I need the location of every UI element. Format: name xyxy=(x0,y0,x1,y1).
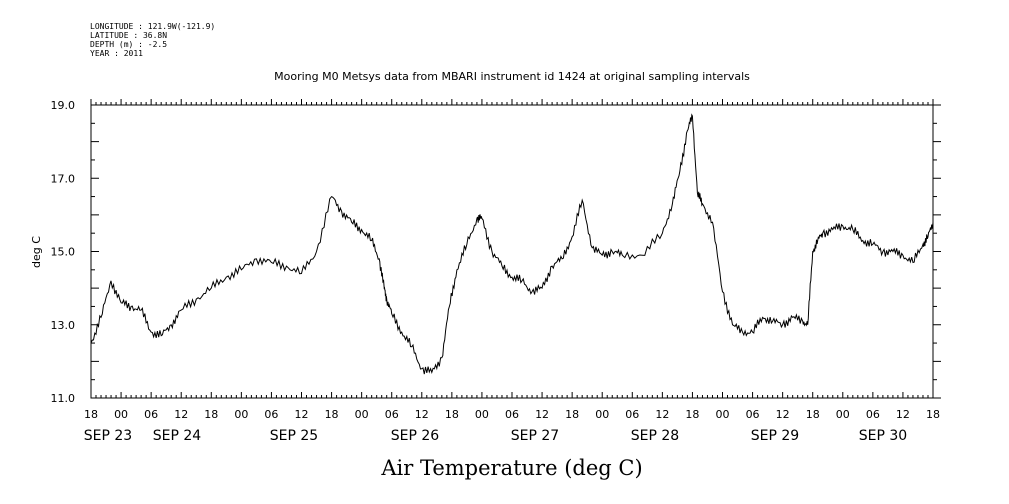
axis-ticks xyxy=(90,99,941,399)
x-tick-label: 18 xyxy=(926,408,940,421)
chart-title: Mooring M0 Metsys data from MBARI instru… xyxy=(274,70,750,83)
date-label: SEP 25 xyxy=(270,428,318,444)
y-tick-label: 11.0 xyxy=(51,392,76,405)
x-tick-label: 00 xyxy=(234,408,248,421)
x-tick-label: 12 xyxy=(776,408,790,421)
date-label: SEP 29 xyxy=(751,428,799,444)
y-tick-label: 19.0 xyxy=(51,99,76,112)
x-tick-label: 18 xyxy=(685,408,699,421)
x-tick-label: 06 xyxy=(144,408,158,421)
y-tick-label: 13.0 xyxy=(51,319,76,332)
y-tick-labels: 11.0 13.0 15.0 17.0 19.0 xyxy=(51,99,76,405)
x-tick-label: 18 xyxy=(84,408,98,421)
x-tick-label: 12 xyxy=(295,408,309,421)
x-tick-label: 18 xyxy=(325,408,339,421)
x-tick-label: 12 xyxy=(174,408,188,421)
x-tick-label: 00 xyxy=(716,408,730,421)
temperature-series-line xyxy=(90,113,934,375)
x-tick-label: 06 xyxy=(264,408,278,421)
metadata-block: LONGITUDE : 121.9W(-121.9) LATITUDE : 36… xyxy=(90,22,215,58)
x-tick-label: 00 xyxy=(355,408,369,421)
date-label: SEP 28 xyxy=(631,428,679,444)
x-tick-label: 00 xyxy=(475,408,489,421)
x-tick-label: 18 xyxy=(806,408,820,421)
y-tick-label: 15.0 xyxy=(51,246,76,259)
latitude-label: LATITUDE : 36.8N xyxy=(90,31,167,40)
x-tick-label: 00 xyxy=(114,408,128,421)
date-labels: SEP 23 SEP 24 SEP 25 SEP 26 SEP 27 SEP 28 SEP … xyxy=(84,428,907,444)
x-axis-label: Air Temperature (deg C) xyxy=(380,456,642,480)
plot-frame xyxy=(90,104,934,399)
longitude-label: LONGITUDE : 121.9W(-121.9) xyxy=(90,22,215,31)
x-tick-label: 06 xyxy=(505,408,519,421)
x-tick-label: 06 xyxy=(385,408,399,421)
year-label: YEAR : 2011 xyxy=(90,49,143,58)
x-tick-label: 12 xyxy=(535,408,549,421)
date-label: SEP 30 xyxy=(859,428,907,444)
y-axis-label: deg C xyxy=(30,236,43,268)
x-tick-label: 12 xyxy=(655,408,669,421)
x-tick-label: 12 xyxy=(896,408,910,421)
date-label: SEP 24 xyxy=(153,428,202,444)
x-tick-labels: 18 00 06 12 18 00 06 12 18 00 06 12 18 00 06 12 18 00 06 12… xyxy=(84,408,940,421)
y-tick-label: 17.0 xyxy=(51,172,76,185)
x-tick-label: 12 xyxy=(415,408,429,421)
x-tick-label: 06 xyxy=(866,408,880,421)
x-tick-label: 00 xyxy=(836,408,850,421)
date-label: SEP 23 xyxy=(84,428,132,444)
x-tick-label: 00 xyxy=(595,408,609,421)
x-tick-label: 18 xyxy=(565,408,579,421)
x-tick-label: 06 xyxy=(625,408,639,421)
date-label: SEP 27 xyxy=(511,428,559,444)
x-tick-label: 18 xyxy=(204,408,218,421)
depth-label: DEPTH (m) : -2.5 xyxy=(90,40,167,49)
x-tick-label: 18 xyxy=(445,408,459,421)
x-tick-label: 06 xyxy=(746,408,760,421)
date-label: SEP 26 xyxy=(391,428,440,444)
